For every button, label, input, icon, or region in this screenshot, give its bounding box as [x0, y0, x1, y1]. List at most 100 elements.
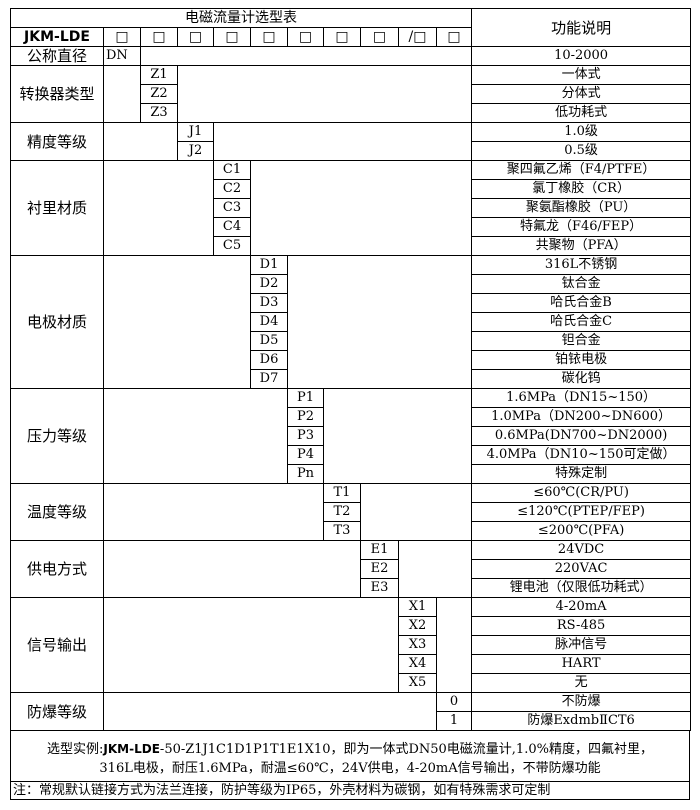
option-code: T3 — [323, 521, 361, 541]
table-row: X4 HART — [11, 654, 692, 674]
example-line-2: 316L电极，耐压1.6MPa，耐温≤60℃，24V供电，4-20mA信号输出，… — [99, 761, 601, 776]
option-description: 碳化钨 — [471, 369, 692, 389]
option-code: X1 — [398, 597, 437, 617]
table-row: 转换器类型 Z1 一体式 — [10, 65, 692, 123]
option-description: 脉冲信号 — [471, 635, 692, 655]
option-code: E3 — [360, 578, 399, 598]
option-description: 铂铱电极 — [471, 350, 692, 370]
option-code: X3 — [398, 635, 437, 655]
group-label: 公称直径 — [10, 46, 104, 66]
table-title: 电磁流量计选型表 — [9, 8, 473, 28]
example-line-1: -50-Z1J1C1D1P1T1E1X10，即为一体式DN50电磁流量计,1.0… — [159, 742, 653, 757]
option-description: 分体式 — [471, 84, 692, 104]
option-code: X2 — [398, 616, 437, 636]
model-code-row: JKM-LDE □ □ □ □ □ □ □ □/□ □ — [10, 27, 691, 47]
option-code: C3 — [213, 198, 251, 218]
blank-cell — [103, 65, 141, 123]
group-label: 供电方式 — [10, 540, 104, 598]
option-code: D2 — [250, 274, 288, 294]
code-slot-box: □ — [435, 27, 473, 47]
option-code: X5 — [398, 673, 437, 693]
option-description: ≤60℃(CR/PU) — [471, 483, 692, 503]
option-code: D7 — [250, 369, 288, 389]
blank-cell — [103, 597, 399, 693]
table-row: D5 钽合金 — [11, 331, 692, 351]
blank-cell — [103, 540, 361, 598]
footer: 选型实例:JKM-LDE-50-Z1J1C1D1P1T1E1X10，即为一体式D… — [10, 731, 690, 800]
option-description: 1.6MPa（DN15~150） — [471, 388, 692, 408]
option-description: 10-2000 — [471, 46, 692, 66]
selection-table-document: 电磁流量计选型表 功能说明 JKM-LDE □ □ □ □ □ □ □ □/□ □ 公称直径 DN… — [9, 8, 692, 800]
option-description: 钽合金 — [471, 331, 692, 351]
option-description: ≤200℃(PFA) — [471, 521, 692, 541]
table-row: D6 铂铱电极 — [11, 350, 692, 370]
table-row: C3 聚氨酯橡胶（PU） — [11, 198, 692, 218]
blank-cell — [103, 388, 288, 484]
blank-cell — [176, 65, 473, 123]
table-row: 信号输出 X1 4-20mA — [10, 597, 692, 693]
option-code: E2 — [360, 559, 399, 579]
option-code: C1 — [213, 160, 251, 180]
code-slot-box: □ — [213, 27, 251, 47]
blank-cell — [103, 122, 178, 161]
option-code: D5 — [250, 331, 288, 351]
table-row: C2 氯丁橡胶（CR） — [11, 179, 692, 199]
table-row: X3 脉冲信号 — [11, 635, 692, 655]
group-label: 信号输出 — [10, 597, 104, 693]
option-code: P1 — [287, 388, 324, 408]
group-label: 压力等级 — [10, 388, 104, 484]
option-description: 4-20mA — [471, 597, 692, 617]
table-row: 公称直径 DN 10-2000 — [10, 46, 692, 66]
option-description: 特殊定制 — [471, 464, 692, 484]
option-description: 哈氏合金C — [471, 312, 692, 332]
option-code: Z1 — [140, 65, 178, 85]
option-code: C5 — [213, 236, 251, 256]
table-row: D2 钛合金 — [11, 274, 692, 294]
option-description: 24VDC — [471, 540, 692, 560]
option-description: HART — [471, 654, 692, 674]
code-slot-box: □ — [140, 27, 178, 47]
table-row: Z2 分体式 — [11, 84, 692, 104]
option-code: Z2 — [140, 84, 178, 104]
table-row: J2 0.5级 — [11, 141, 692, 161]
table-row: 供电方式 E1 24VDC — [10, 540, 692, 598]
table-row: 电极材质 D1 316L不锈钢 — [10, 255, 692, 389]
table-row: C4 特氟龙（F46/FEP） — [11, 217, 692, 237]
option-code: Pn — [287, 464, 324, 484]
blank-cell — [359, 483, 473, 541]
option-code: X4 — [398, 654, 437, 674]
option-code: T2 — [323, 502, 361, 522]
selection-table: 电磁流量计选型表 功能说明 JKM-LDE □ □ □ □ □ □ □ □/□ □ 公称直径 DN… — [9, 8, 692, 731]
blank-cell — [103, 692, 437, 731]
blank-cell — [322, 388, 473, 484]
option-code: J2 — [177, 141, 214, 161]
blank-cell — [286, 255, 473, 389]
blank-cell — [139, 46, 473, 66]
option-description: 316L不锈钢 — [471, 255, 692, 275]
code-slot-box: □ — [323, 27, 361, 47]
option-description: 4.0MPa（DN10~150可定做） — [471, 445, 692, 465]
option-code: D3 — [250, 293, 288, 313]
code-slot-box: □ — [177, 27, 214, 47]
blank-cell — [103, 483, 324, 541]
blank-cell — [212, 122, 473, 161]
table-row: 衬里材质 C1 聚四氟乙烯（F4/PTFE） — [10, 160, 692, 256]
option-description: 钛合金 — [471, 274, 692, 294]
blank-cell — [435, 597, 473, 693]
group-label: 温度等级 — [10, 483, 104, 541]
blank-cell — [249, 160, 473, 256]
option-description: ≤120℃(PTEP/FEP) — [471, 502, 692, 522]
option-description: 聚四氟乙烯（F4/PTFE） — [471, 160, 692, 180]
model-prefix: JKM-LDE — [10, 27, 104, 47]
option-code: 0 — [435, 692, 473, 712]
option-description: 0.5级 — [471, 141, 692, 161]
option-description: RS-485 — [471, 616, 692, 636]
option-code: D1 — [250, 255, 288, 275]
option-description: 防爆ExdmbⅡCT6 — [471, 711, 692, 731]
option-code: DN — [103, 46, 141, 66]
table-row: 1 防爆ExdmbⅡCT6 — [11, 711, 692, 731]
option-description: 锂电池（仅限低功耗式） — [471, 578, 692, 598]
option-code: P4 — [287, 445, 324, 465]
table-row: 精度等级 J1 1.0级 — [10, 122, 692, 161]
option-code: E1 — [360, 540, 399, 560]
